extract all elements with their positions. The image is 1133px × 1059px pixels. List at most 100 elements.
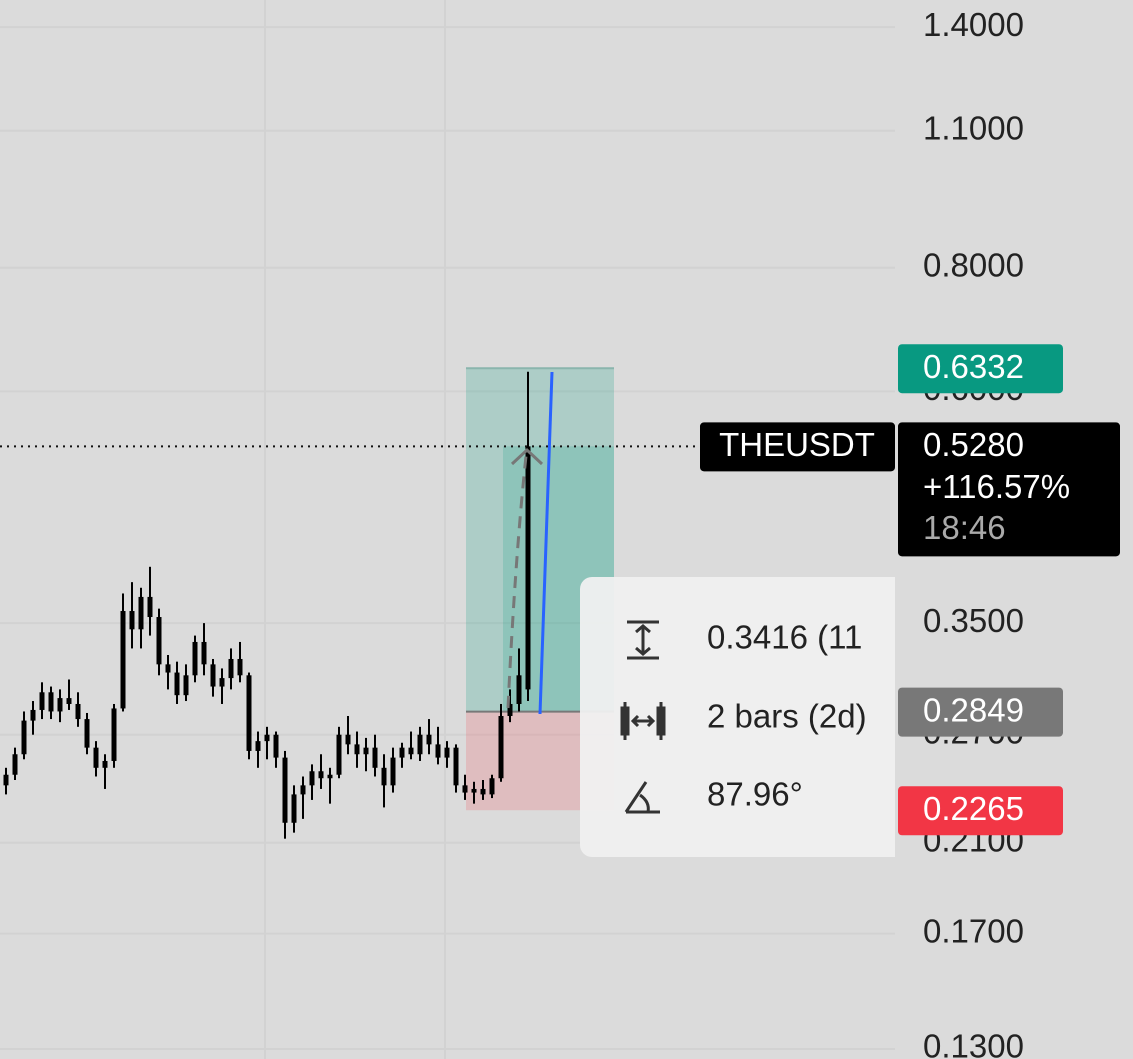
candle bbox=[336, 726, 342, 779]
candle-body bbox=[219, 678, 225, 687]
candle bbox=[237, 641, 243, 683]
candle-body bbox=[345, 734, 351, 745]
candle bbox=[39, 682, 45, 720]
candle bbox=[516, 648, 522, 712]
candle-body bbox=[183, 675, 189, 696]
candle bbox=[3, 767, 9, 795]
grid bbox=[0, 0, 895, 1059]
candle bbox=[489, 774, 495, 799]
candle bbox=[129, 582, 135, 649]
y-tick-label: 1.1000 bbox=[923, 109, 1024, 146]
candle-body bbox=[309, 771, 315, 786]
candle-body bbox=[471, 788, 477, 793]
candle bbox=[93, 741, 99, 777]
candle-body bbox=[435, 744, 441, 758]
candle-body bbox=[21, 720, 27, 755]
candle bbox=[408, 731, 414, 760]
candle-body bbox=[255, 741, 261, 751]
candle-body bbox=[318, 771, 324, 779]
candle-body bbox=[498, 716, 504, 779]
target-price-label: 0.6332 bbox=[923, 348, 1024, 385]
candle bbox=[156, 608, 162, 676]
candle-body bbox=[417, 734, 423, 755]
candle bbox=[498, 703, 504, 782]
candle bbox=[111, 703, 117, 768]
measure-range: 0.3416 (11 bbox=[707, 619, 862, 656]
candle-body bbox=[138, 596, 144, 630]
candle-body bbox=[48, 692, 54, 712]
candle bbox=[327, 767, 333, 804]
candle-body bbox=[237, 658, 243, 676]
candle-body bbox=[354, 744, 360, 755]
candle bbox=[273, 731, 279, 768]
symbol-badge bbox=[700, 422, 895, 472]
candle bbox=[453, 744, 459, 793]
candle bbox=[525, 371, 531, 702]
candle bbox=[444, 741, 450, 768]
last-price-label: 0.5280 bbox=[923, 426, 1024, 463]
icon-range bbox=[627, 620, 659, 660]
candle-body bbox=[246, 675, 252, 751]
candle bbox=[363, 737, 369, 772]
icon-bars bbox=[620, 702, 666, 740]
candle-body bbox=[273, 734, 279, 758]
candle bbox=[228, 648, 234, 690]
candle bbox=[183, 664, 189, 702]
candle-body bbox=[282, 757, 288, 823]
y-tick-label: 0.1300 bbox=[923, 1028, 1024, 1059]
candle bbox=[165, 654, 171, 690]
candle-body bbox=[174, 672, 180, 696]
candle bbox=[30, 701, 36, 735]
candle-body bbox=[210, 664, 216, 687]
candle-body bbox=[516, 675, 522, 704]
candle-body bbox=[228, 658, 234, 679]
candles bbox=[3, 371, 531, 839]
candle bbox=[120, 593, 126, 712]
candle-body bbox=[489, 778, 495, 795]
candle bbox=[246, 672, 252, 760]
y-tick-label: 0.8000 bbox=[923, 246, 1024, 283]
candle bbox=[345, 716, 351, 755]
candle-body bbox=[39, 692, 45, 710]
candle bbox=[282, 750, 288, 839]
candle-body bbox=[201, 641, 207, 665]
target-badge bbox=[898, 344, 1063, 394]
y-tick-label: 0.3500 bbox=[923, 602, 1024, 639]
candle bbox=[174, 661, 180, 704]
candle-body bbox=[399, 747, 405, 758]
candle-body bbox=[147, 596, 153, 618]
candle-body bbox=[75, 703, 81, 720]
candle bbox=[147, 566, 153, 636]
candle bbox=[507, 689, 513, 723]
candle bbox=[66, 679, 72, 710]
candle-body bbox=[525, 446, 531, 690]
candle-body bbox=[372, 747, 378, 768]
candle bbox=[192, 635, 198, 683]
candle bbox=[462, 774, 468, 800]
candle bbox=[210, 658, 216, 697]
candle bbox=[102, 754, 108, 789]
candle bbox=[75, 692, 81, 727]
candle bbox=[21, 711, 27, 760]
candle-body bbox=[156, 617, 162, 665]
candle-body bbox=[291, 794, 297, 823]
candle-body bbox=[462, 785, 468, 793]
stop-price-label: 0.2265 bbox=[923, 790, 1024, 827]
candle-body bbox=[66, 698, 72, 704]
candle-body bbox=[12, 754, 18, 775]
candle-body bbox=[165, 664, 171, 673]
symbol-label: THEUSDT bbox=[719, 426, 875, 463]
candle-body bbox=[444, 747, 450, 758]
entry-price-label: 0.2849 bbox=[923, 691, 1024, 728]
candle-body bbox=[111, 708, 117, 761]
candle bbox=[48, 686, 54, 720]
y-tick-label: 1.4000 bbox=[923, 6, 1024, 43]
candle bbox=[471, 781, 477, 804]
candle bbox=[426, 719, 432, 755]
candle bbox=[309, 764, 315, 800]
candle bbox=[435, 726, 441, 765]
tooltip-box bbox=[580, 577, 895, 857]
measure-bars: 2 bars (2d) bbox=[707, 698, 867, 735]
